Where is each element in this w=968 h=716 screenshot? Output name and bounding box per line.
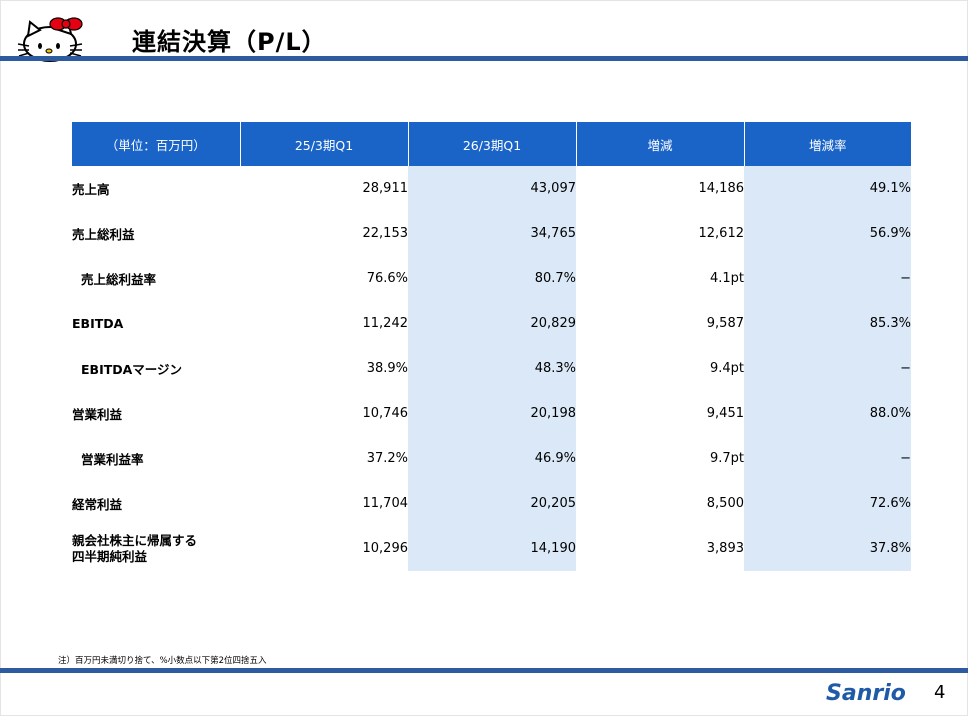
cell-current: 43,097 <box>408 166 576 211</box>
cell-current: 48.3% <box>408 346 576 391</box>
cell-prev: 10,296 <box>362 541 409 556</box>
row-label: 営業利益 <box>72 407 123 422</box>
cell-prev: 38.9% <box>366 361 408 376</box>
cell-change-rate: 85.3% <box>744 301 911 346</box>
row-label: EBITDA <box>72 316 124 331</box>
cell-change-rate: 37.8% <box>744 526 911 571</box>
cell-change: 8,500 <box>706 496 744 511</box>
cell-prev: 11,704 <box>362 496 409 511</box>
table-row: 営業利益率 37.2% 46.9% 9.7pt − <box>72 436 911 481</box>
cell-change: 9,587 <box>706 316 744 331</box>
header-change: 増減 <box>576 122 745 166</box>
cell-current: 20,829 <box>408 301 576 346</box>
table-row: 売上総利益 22,153 34,765 12,612 56.9% <box>72 211 911 256</box>
cell-prev: 22,153 <box>362 226 409 241</box>
header-current-period: 26/3期Q1 <box>408 122 577 166</box>
row-label: 売上総利益率 <box>81 272 157 287</box>
cell-change: 14,186 <box>698 181 745 196</box>
svg-text:Sanrio: Sanrio <box>826 681 906 706</box>
row-label: 経常利益 <box>72 497 123 512</box>
table-row: EBITDAマージン 38.9% 48.3% 9.4pt − <box>72 346 911 391</box>
table-header-row: （単位：百万円） 25/3期Q1 26/3期Q1 増減 増減率 <box>72 122 911 166</box>
cell-change-rate: − <box>744 346 911 391</box>
header-unit: （単位：百万円） <box>72 122 241 166</box>
sanrio-logo: Sanrio <box>826 681 906 706</box>
row-label: 売上高 <box>72 182 110 197</box>
hello-kitty-logo <box>17 17 83 62</box>
row-label: 売上総利益 <box>72 227 135 242</box>
cell-change: 9.4pt <box>709 361 744 376</box>
cell-change-rate: 49.1% <box>744 166 911 211</box>
cell-change: 3,893 <box>706 541 744 556</box>
cell-change-rate: − <box>744 256 911 301</box>
top-divider <box>0 56 968 61</box>
row-label: 営業利益率 <box>81 452 144 467</box>
table-row: EBITDA 11,242 20,829 9,587 85.3% <box>72 301 911 346</box>
footnote: 注）百万円未満切り捨て、%小数点以下第2位四捨五入 <box>58 656 267 666</box>
table-row: 経常利益 11,704 20,205 8,500 72.6% <box>72 481 911 526</box>
cell-change: 4.1pt <box>709 271 744 286</box>
cell-change-rate: 56.9% <box>744 211 911 256</box>
cell-current: 20,205 <box>408 481 576 526</box>
cell-change-rate: 72.6% <box>744 481 911 526</box>
page-title: 連結決算（P/L） <box>132 28 327 56</box>
cell-current: 34,765 <box>408 211 576 256</box>
cell-current: 80.7% <box>408 256 576 301</box>
header-prev-period: 25/3期Q1 <box>240 122 409 166</box>
row-label-line: 親会社株主に帰属する <box>72 532 198 548</box>
pl-table: （単位：百万円） 25/3期Q1 26/3期Q1 増減 増減率 売上高 28,9… <box>72 122 911 571</box>
bottom-divider <box>0 668 968 673</box>
table-row: 営業利益 10,746 20,198 9,451 88.0% <box>72 391 911 436</box>
cell-prev: 76.6% <box>366 271 408 286</box>
cell-change: 9,451 <box>706 406 744 421</box>
row-label: EBITDAマージン <box>81 362 183 377</box>
cell-change: 9.7pt <box>709 451 744 466</box>
cell-current: 20,198 <box>408 391 576 436</box>
cell-current: 14,190 <box>408 526 576 571</box>
cell-prev: 37.2% <box>366 451 408 466</box>
cell-prev: 10,746 <box>362 406 409 421</box>
table-row: 売上高 28,911 43,097 14,186 49.1% <box>72 166 911 211</box>
row-label-line: 四半期純利益 <box>72 548 148 564</box>
cell-prev: 28,911 <box>362 181 409 196</box>
header-change-rate: 増減率 <box>744 122 911 166</box>
cell-change: 12,612 <box>698 226 745 241</box>
page-number: 4 <box>934 682 946 703</box>
table-row: 売上総利益率 76.6% 80.7% 4.1pt − <box>72 256 911 301</box>
cell-prev: 11,242 <box>362 316 409 331</box>
cell-change-rate: 88.0% <box>744 391 911 436</box>
cell-current: 46.9% <box>408 436 576 481</box>
cell-change-rate: − <box>744 436 911 481</box>
row-label: 親会社株主に帰属する 四半期純利益 <box>72 526 240 571</box>
table-row: 親会社株主に帰属する 四半期純利益 10,296 14,190 3,893 37… <box>72 526 911 571</box>
